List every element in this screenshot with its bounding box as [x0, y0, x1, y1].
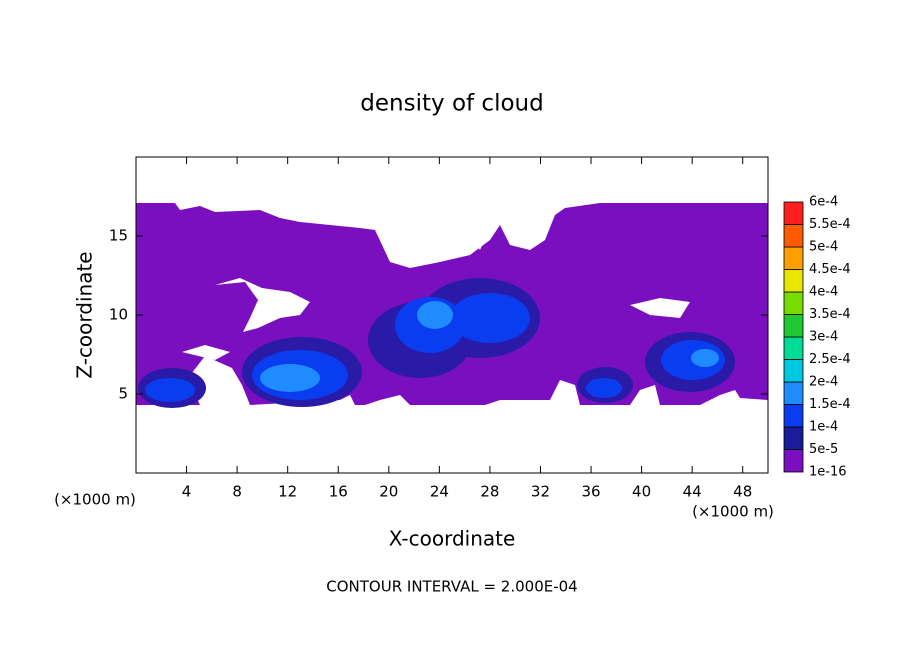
- colorbar-box: [783, 201, 804, 225]
- x-axis-label: X-coordinate: [389, 527, 516, 551]
- colorbar-label: 3.5e-4: [809, 307, 851, 322]
- x-tick-label: 28: [480, 483, 499, 501]
- y-tick-label: 10: [109, 306, 128, 324]
- colorbar-box: [783, 224, 804, 248]
- colorbar-box: [783, 381, 804, 405]
- colorbar-label: 4.5e-4: [809, 262, 851, 277]
- colorbar-box: [783, 449, 804, 473]
- colorbar-label: 5.5e-4: [809, 217, 851, 232]
- y-tick-label: 15: [109, 227, 128, 245]
- colorbar-box: [783, 359, 804, 383]
- colorbar-label: 6e-4: [809, 195, 838, 210]
- x-tick-label: 24: [430, 483, 449, 501]
- colorbar-label: 2e-4: [809, 375, 838, 390]
- colorbar-label: 5e-4: [809, 240, 838, 255]
- x-tick-label: 4: [182, 483, 192, 501]
- chart-title: density of cloud: [360, 91, 543, 117]
- x-tick-label: 8: [232, 483, 242, 501]
- colorbar-box: [783, 314, 804, 338]
- colorbar-label: 1e-16: [809, 465, 847, 480]
- x-tick-label: 36: [581, 483, 600, 501]
- colorbar-box: [783, 291, 804, 315]
- x-tick-label: 48: [733, 483, 752, 501]
- colorbar-box: [783, 426, 804, 450]
- contour-note: CONTOUR INTERVAL = 2.000E-04: [326, 578, 577, 596]
- x-unit: (×1000 m): [54, 491, 136, 509]
- colorbar-box: [783, 336, 804, 360]
- x-tick-label: 32: [531, 483, 550, 501]
- colorbar-label: 4e-4: [809, 285, 838, 300]
- colorbar-box: [783, 404, 804, 428]
- x-unit: (×1000 m): [692, 503, 774, 521]
- x-tick-label: 16: [329, 483, 348, 501]
- y-tick-label: 5: [118, 385, 128, 403]
- colorbar-label: 5e-5: [809, 442, 838, 457]
- colorbar-label: 3e-4: [809, 330, 838, 345]
- x-tick-label: 44: [683, 483, 702, 501]
- x-tick-label: 20: [379, 483, 398, 501]
- x-tick-label: 12: [278, 483, 297, 501]
- colorbar-box: [783, 246, 804, 270]
- colorbar-box: [783, 269, 804, 293]
- y-axis-label: Z-coordinate: [73, 251, 97, 378]
- contour-field: [136, 203, 768, 408]
- colorbar-label: 1e-4: [809, 420, 838, 435]
- colorbar-label: 2.5e-4: [809, 352, 851, 367]
- colorbar-label: 1.5e-4: [809, 397, 851, 412]
- x-tick-label: 40: [632, 483, 651, 501]
